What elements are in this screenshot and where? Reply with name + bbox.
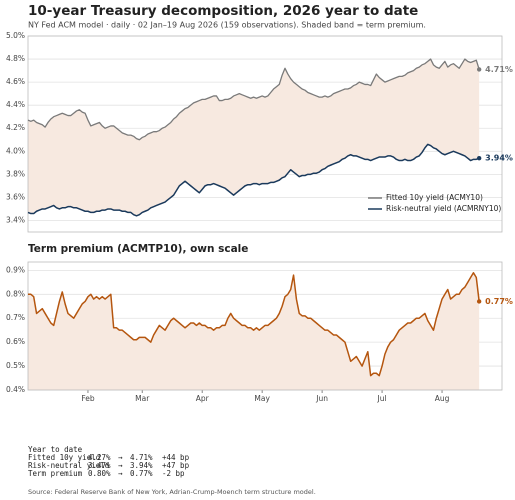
summary-cell: →: [118, 469, 123, 478]
end-point: [476, 67, 482, 72]
y-tick-label: 5.0%: [6, 31, 25, 40]
y-tick-label: 0.4%: [6, 385, 25, 394]
legend-label: Risk-neutral yield (ACMRNY10): [386, 204, 501, 213]
summary-title: Year to date: [28, 445, 83, 454]
x-tick-label: Aug: [435, 394, 450, 403]
y-tick-label: 4.6%: [6, 77, 25, 86]
x-tick-label: Feb: [81, 394, 95, 403]
y-tick-label: 0.6%: [6, 337, 25, 346]
summary-cell: 3.47%: [88, 461, 111, 470]
y-tick-label: 4.8%: [6, 54, 25, 63]
summary-cell: 3.94%: [130, 461, 153, 470]
end-point: [476, 156, 482, 161]
plot-frame: [27, 35, 503, 233]
y-tick-label: 4.4%: [6, 100, 25, 109]
plot-frame: [27, 261, 503, 391]
end-label: 0.77%: [485, 297, 513, 306]
summary-cell: +44 bp: [162, 453, 190, 462]
end-label: 4.71%: [485, 65, 513, 74]
summary-cell: 0.77%: [130, 469, 153, 478]
summary-cell: →: [118, 461, 123, 470]
summary-cell: Term premium: [28, 469, 83, 478]
y-tick-label: 0.9%: [6, 265, 25, 274]
area-fill: [28, 272, 480, 390]
summary-cell: Fitted 10y yield: [28, 453, 100, 462]
x-tick-label: Jul: [377, 394, 387, 403]
summary-cell: +47 bp: [162, 461, 190, 470]
series-line: [27, 58, 480, 141]
summary-cell: →: [118, 453, 123, 462]
x-tick-label: May: [254, 394, 270, 403]
y-tick-label: 4.0%: [6, 146, 25, 155]
series-line: [28, 272, 480, 377]
legend-label: Fitted 10y yield (ACMY10): [386, 193, 483, 202]
summary-cell: Risk-neutral yield: [28, 461, 109, 470]
y-tick-label: 0.8%: [6, 289, 25, 298]
term-premium-band: [28, 59, 480, 216]
summary-cell: 4.27%: [88, 453, 111, 462]
x-tick-label: Apr: [196, 394, 210, 403]
summary-cell: 4.71%: [130, 453, 153, 462]
x-tick-label: Mar: [135, 394, 150, 403]
x-tick-label: Jun: [315, 394, 328, 403]
chart-subtitle: NY Fed ACM model · daily · 02 Jan–19 Aug…: [28, 21, 426, 30]
source-note: Source: Federal Reserve Bank of New York…: [28, 488, 316, 496]
y-tick-label: 3.4%: [6, 215, 25, 224]
y-tick-label: 0.7%: [6, 313, 25, 322]
series-line: [27, 143, 480, 217]
chart-title: 10-year Treasury decomposition, 2026 yea…: [28, 3, 418, 19]
y-tick-label: 3.8%: [6, 169, 25, 178]
y-tick-label: 3.6%: [6, 192, 25, 201]
y-tick-label: 0.5%: [6, 361, 25, 370]
summary-cell: -2 bp: [162, 469, 185, 478]
summary-cell: 0.80%: [88, 469, 111, 478]
end-label: 3.94%: [485, 154, 513, 163]
end-point: [476, 299, 482, 304]
panel-title: Term premium (ACMTP10), own scale: [28, 243, 248, 255]
y-tick-label: 4.2%: [6, 123, 25, 132]
